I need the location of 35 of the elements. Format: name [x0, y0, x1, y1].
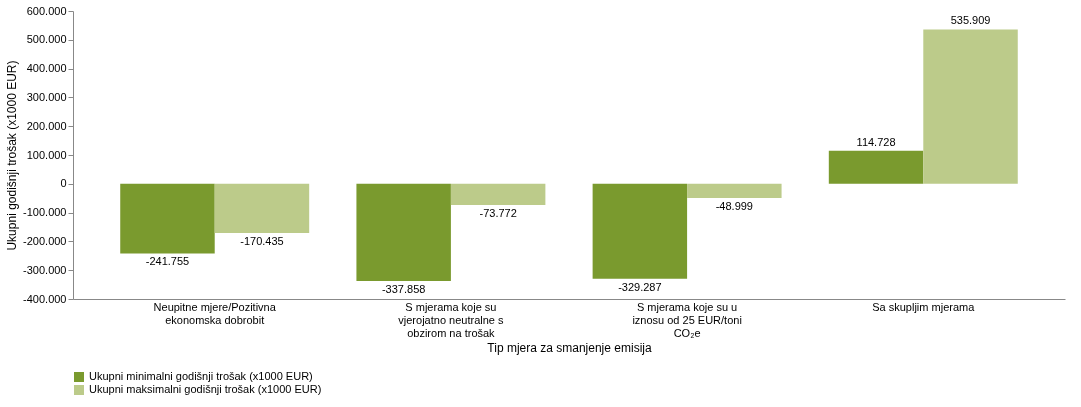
y-tick-label: 600.000	[26, 4, 67, 17]
legend-label: Ukupni minimalni godišnji trošak (x1000 EUR)	[89, 370, 313, 382]
bar	[687, 183, 782, 198]
data-label: -337.858	[381, 283, 426, 296]
data-label: 535.909	[950, 14, 991, 27]
y-tick-label: -300.000	[23, 263, 67, 276]
data-label: -48.999	[715, 199, 753, 212]
y-tick-label: 100.000	[26, 148, 67, 161]
bar	[356, 183, 451, 282]
bar	[120, 183, 215, 254]
y-tick-label: 200.000	[26, 119, 67, 132]
y-tick-label: -100.000	[23, 206, 67, 219]
x-tick-label: S mjerama koje su u iznosu od 25 EUR/toni CO₂e	[632, 300, 742, 339]
y-tick-label: 0	[60, 177, 67, 190]
bar	[214, 183, 310, 233]
bar	[923, 29, 1018, 184]
data-label: -73.772	[479, 207, 517, 220]
y-tick-label: 300.000	[26, 90, 67, 103]
x-axis-title: Tip mjera za smanjenje emisija	[487, 340, 652, 355]
data-label: 114.728	[856, 135, 896, 148]
y-tick-label: -400.000	[23, 292, 67, 305]
x-tick-label: Sa skupljim mjerama	[872, 300, 976, 313]
data-label: -241.755	[145, 255, 190, 268]
y-axis-title: Ukupni godišnji trošak (x1000 EUR)	[5, 60, 20, 251]
y-tick-label: 500.000	[26, 33, 67, 46]
x-tick-label: S mjerama koje su vjerojatno neutralne s obzirom na trošak	[398, 300, 504, 339]
data-label: -329.287	[618, 280, 662, 293]
bar	[828, 150, 924, 184]
y-tick-label: -200.000	[23, 234, 67, 247]
legend-label: Ukupni maksimalni godišnji trošak (x1000 EUR)	[89, 383, 322, 395]
bar	[592, 183, 688, 279]
data-label: -170.435	[240, 234, 284, 247]
bar	[450, 183, 546, 206]
y-tick-label: 400.000	[26, 62, 67, 75]
x-tick-label: Neupitne mjere/Pozitivna ekonomska dobrobit	[153, 300, 277, 326]
